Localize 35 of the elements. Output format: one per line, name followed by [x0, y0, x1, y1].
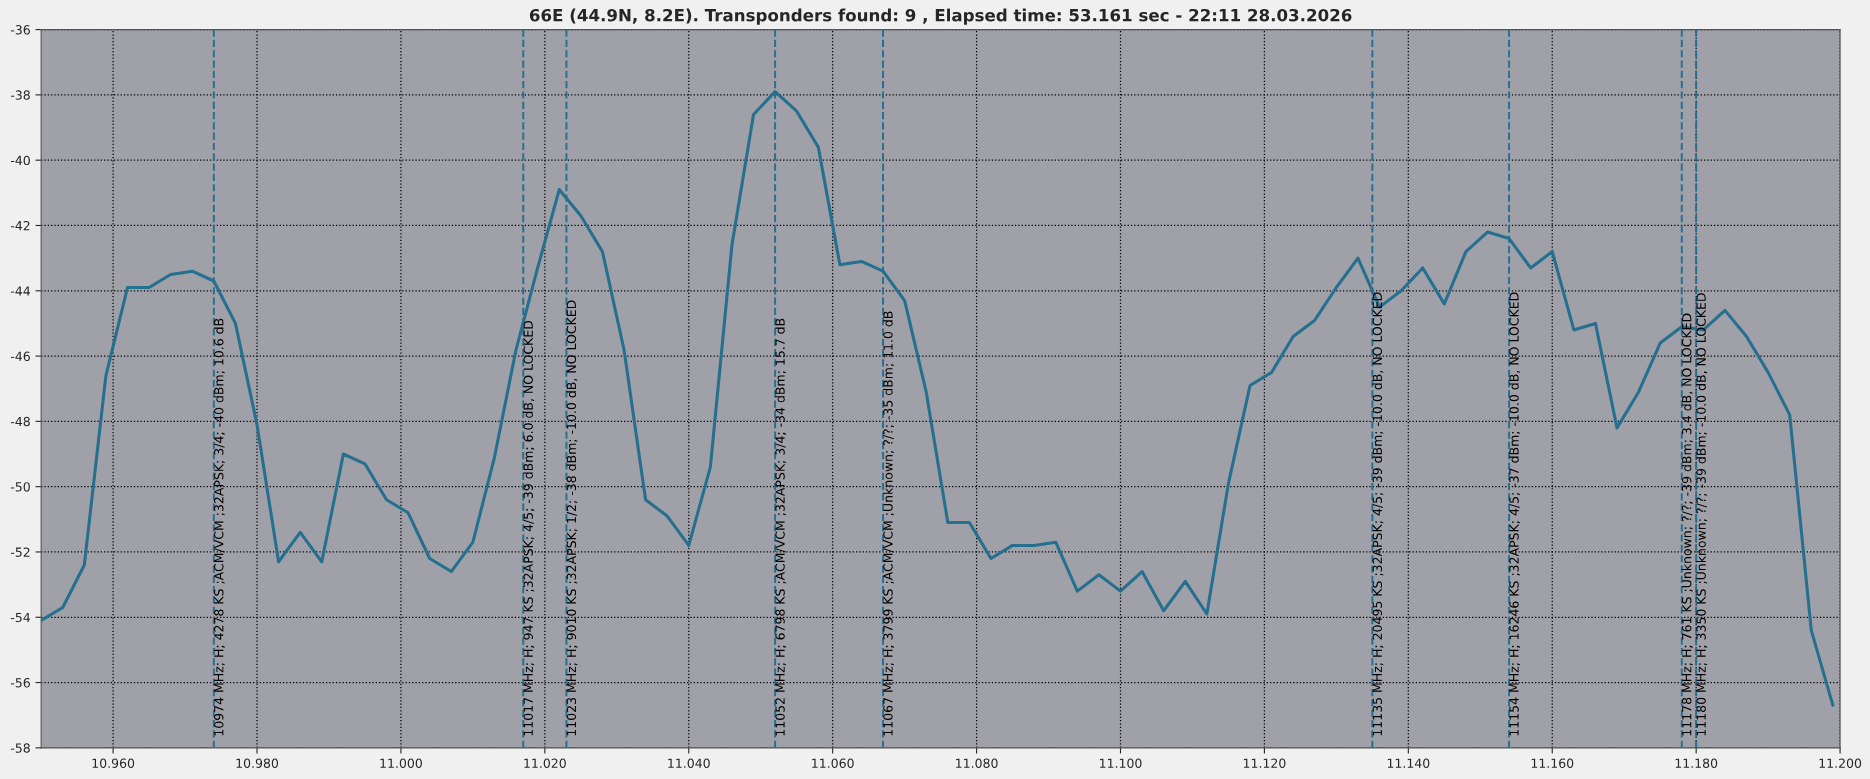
- x-tick-label: 11.120: [1243, 758, 1286, 768]
- ref-line-label: 11135 MHz; H; 20495 KS ;32APSK; 4/5; -39 dBm; -10.0 dB, NO LOCKED: [1372, 292, 1384, 736]
- x-tick-label: 11.020: [524, 758, 566, 768]
- x-tick-label: 11.040: [668, 758, 710, 768]
- y-tick-label: -44: [10, 286, 31, 296]
- x-tick-label: 11.000: [380, 758, 422, 768]
- y-tick-label: -52: [10, 547, 30, 557]
- ref-line-label: 11052 MHz; H; 6798 KS ;ACM/VCM ;32APSK; 3/4; -34 dBm; 15.7 dB: [775, 318, 787, 736]
- ref-line-label: 11154 MHz; H; 16246 KS ;32APSK; 4/5; -37 dBm; -10.0 dB, NO LOCKED: [1509, 292, 1521, 736]
- x-tick-label: 10.980: [236, 758, 279, 768]
- y-tick-label: -56: [10, 678, 30, 688]
- ref-line-label: 11017 MHz; H; 947 KS ;32APSK; 4/5; -39 dBm; 6.0 dB, NO LOCKED: [523, 320, 535, 736]
- y-tick-label: -48: [10, 416, 30, 427]
- y-tick-label: -58: [10, 743, 30, 753]
- ref-line-label: 11178 MHz; H; 761 KS ;Unknown; ?/?; -39 dBm; 3.4 dB, NO LOCKED: [1681, 313, 1693, 736]
- y-tick-label: -42: [10, 220, 30, 231]
- chart-title: 66E (44.9N, 8.2E). Transponders found: 9 , Elapsed time: 53.161 sec - 22:11 28.03.2026: [529, 8, 1352, 25]
- x-tick-label: 11.060: [812, 758, 854, 768]
- y-tick-label: -46: [10, 351, 30, 361]
- x-tick-label: 11.080: [956, 758, 998, 768]
- y-tick-label: -36: [10, 25, 30, 35]
- x-tick-label: 11.180: [1675, 758, 1718, 768]
- x-tick-label: 10.960: [92, 758, 135, 768]
- y-tick-label: -50: [10, 482, 30, 492]
- x-tick-label: 11.160: [1531, 758, 1574, 768]
- ref-line-label: 11067 MHz; H; 3799 KS ;ACM/VCM ;Unknown; ?/?; -35 dBm; 11.0 dB: [883, 311, 894, 736]
- y-tick-label: -54: [10, 612, 31, 623]
- ref-line-label: 11180 MHz; H; 3350 KS ;Unknown; ?/?; -39 dBm; -10.0 dB, NO LOCKED: [1696, 293, 1708, 736]
- ref-line-label: 11023 MHz; H; 9010 KS ;32APSK; 1/2; -38 dBm; -10.0 dB, NO LOCKED: [566, 300, 578, 736]
- y-tick-label: -38: [10, 90, 30, 100]
- ref-line-label: 10974 MHz; H; 4278 KS ;ACM/VCM ;32APSK; 3/4; -40 dBm; 10.6 dB: [213, 318, 225, 736]
- y-tick-label: -40: [10, 155, 30, 166]
- x-tick-label: 11.200: [1819, 758, 1862, 768]
- x-tick-label: 11.100: [1100, 758, 1142, 768]
- x-tick-label: 11.140: [1387, 758, 1430, 768]
